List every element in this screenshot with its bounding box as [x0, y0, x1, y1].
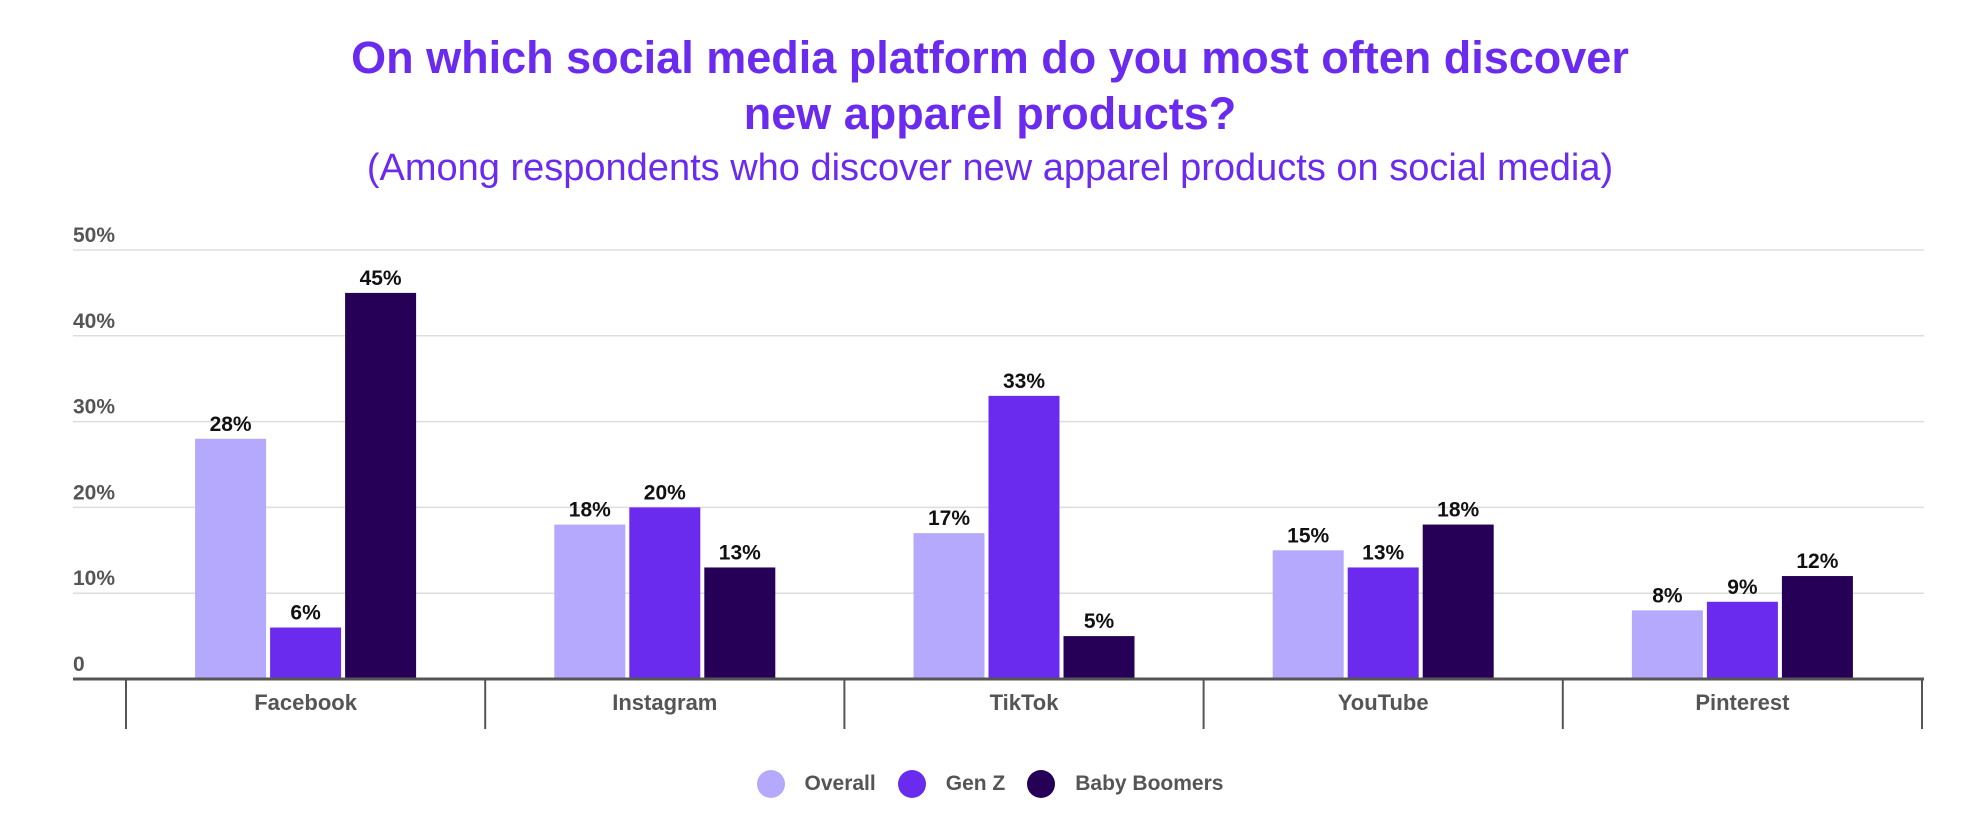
data-label: 18% [569, 499, 611, 522]
bar [913, 533, 985, 679]
data-label: 6% [290, 602, 321, 625]
bar [195, 438, 267, 679]
legend-swatch-baby-boomers [1027, 770, 1056, 798]
bar [1781, 576, 1853, 679]
bar [1272, 550, 1344, 679]
data-label: 12% [1796, 550, 1838, 573]
bar [554, 524, 626, 679]
x-tick-label: YouTube [1338, 690, 1429, 715]
legend-label-overall: Overall [804, 772, 876, 795]
chart-title-line-2: new apparel products? [743, 88, 1237, 139]
legend-swatch-gen-z [897, 770, 926, 798]
data-label: 13% [1362, 541, 1404, 564]
chart-subtitle: (Among respondents who discover new appa… [366, 147, 1614, 189]
data-label: 18% [1437, 499, 1479, 522]
legend-item-overall: Overall [756, 770, 876, 798]
bar-chart: 0 10% 20% 30% 40% 50% 28% 6% 45% Facebook 18% 20% 13… [73, 224, 1924, 729]
data-label: 33% [1003, 370, 1045, 393]
y-tick-label: 30% [73, 396, 115, 419]
y-tick-label: 50% [73, 224, 115, 247]
data-label: 45% [360, 267, 402, 290]
bar [629, 507, 701, 679]
bar [270, 627, 342, 679]
bar [1706, 601, 1778, 679]
bar [704, 567, 776, 679]
data-label: 28% [210, 413, 252, 436]
y-tick-label: 40% [73, 310, 115, 333]
data-label: 5% [1084, 610, 1115, 633]
legend-item-gen-z: Gen Z [897, 770, 1006, 798]
bar [1063, 636, 1135, 679]
data-label: 15% [1287, 524, 1329, 547]
bar [1631, 610, 1703, 679]
bar [988, 395, 1060, 679]
data-label: 9% [1727, 576, 1758, 599]
x-tick-label: Facebook [254, 690, 357, 715]
x-tick-label: TikTok [990, 690, 1060, 715]
data-label: 8% [1652, 584, 1683, 607]
bar [1347, 567, 1419, 679]
legend-label-baby-boomers: Baby Boomers [1075, 772, 1224, 795]
chart-title-line-1: On which social media platform do you mo… [351, 32, 1629, 83]
legend-swatch-overall [756, 770, 785, 798]
legend: Overall Gen Z Baby Boomers [0, 770, 1980, 798]
data-label: 17% [928, 507, 970, 530]
y-tick-label: 10% [73, 567, 115, 590]
bar [345, 292, 417, 679]
bar [1422, 524, 1494, 679]
x-tick-label: Instagram [612, 690, 717, 715]
legend-item-baby-boomers: Baby Boomers [1027, 770, 1223, 798]
y-tick-label: 20% [73, 481, 115, 504]
data-label: 20% [644, 481, 686, 504]
data-label: 13% [719, 541, 761, 564]
x-tick-label: Pinterest [1695, 690, 1790, 715]
legend-label-gen-z: Gen Z [945, 772, 1006, 795]
y-tick-label: 0 [73, 653, 85, 676]
